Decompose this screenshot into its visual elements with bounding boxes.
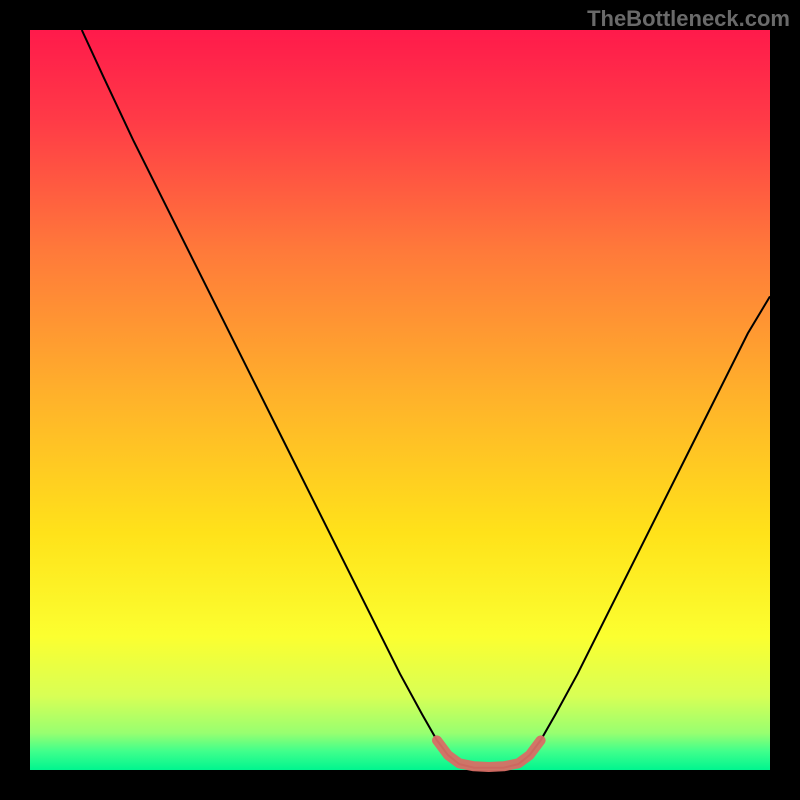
plot-area — [30, 30, 770, 770]
watermark-text: TheBottleneck.com — [587, 6, 790, 32]
bottleneck-chart — [0, 0, 800, 800]
chart-container: TheBottleneck.com — [0, 0, 800, 800]
